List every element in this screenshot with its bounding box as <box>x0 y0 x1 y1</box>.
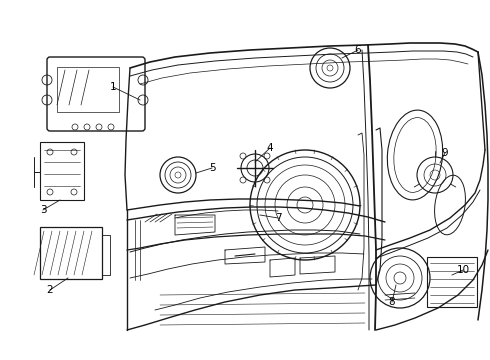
Text: 7: 7 <box>275 213 281 223</box>
Text: 5: 5 <box>209 163 215 173</box>
Text: 4: 4 <box>267 143 273 153</box>
Text: 9: 9 <box>441 148 448 158</box>
Text: 1: 1 <box>110 82 116 92</box>
Text: 6: 6 <box>355 45 361 55</box>
Text: 3: 3 <box>40 205 47 215</box>
Text: 10: 10 <box>457 265 469 275</box>
Text: 2: 2 <box>47 285 53 295</box>
Text: 8: 8 <box>389 297 395 307</box>
